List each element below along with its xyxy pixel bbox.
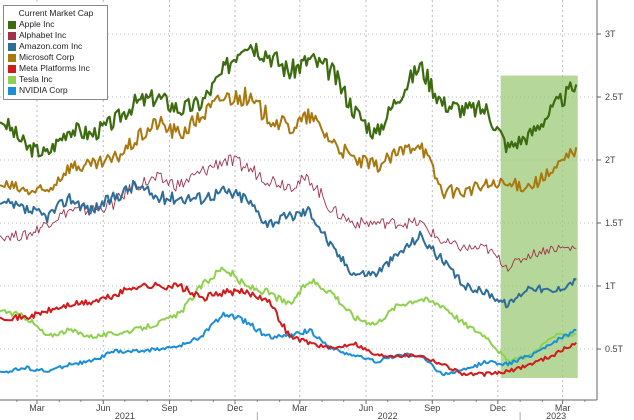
legend-swatch (8, 75, 16, 84)
year-label: 2022 (378, 411, 398, 420)
legend-swatch (8, 53, 16, 62)
y-tick-label: 2T (605, 155, 616, 165)
series-lines (0, 42, 578, 377)
legend-label: Microsoft Corp (19, 52, 75, 62)
legend-item: NVIDIA Corp (8, 85, 104, 96)
year-label: 2021 (115, 411, 135, 420)
legend-swatch (8, 64, 16, 73)
legend-item: Alphabet Inc (8, 30, 104, 41)
legend-label: Meta Platforms Inc (19, 63, 90, 73)
legend-item: Microsoft Corp (8, 52, 104, 63)
legend-label: NVIDIA Corp (19, 85, 68, 95)
series-line-meta-platforms-inc (0, 281, 577, 377)
series-line-apple-inc (0, 42, 578, 158)
x-tick-label: Mar (555, 403, 571, 413)
series-line-tesla-inc (0, 266, 577, 364)
series-line-nvidia-corp (0, 311, 577, 377)
legend-item: Apple Inc (8, 19, 104, 30)
legend-label: Apple Inc (19, 19, 55, 29)
legend-item: Tesla Inc (8, 74, 104, 85)
series-line-microsoft-corp (0, 86, 578, 200)
y-tick-label: 1T (605, 281, 616, 291)
x-tick-label: Sep (424, 403, 440, 413)
legend-label: Amazon.com Inc (19, 41, 83, 51)
legend-label: Tesla Inc (19, 74, 53, 84)
x-tick-label: Mar (29, 403, 45, 413)
legend-swatch (8, 42, 16, 51)
highlight-region (500, 75, 578, 378)
y-tick-label: 0.5T (605, 344, 624, 354)
y-tick-label: 1.5T (605, 218, 624, 228)
highlight-rect (500, 75, 578, 378)
legend-swatch (8, 31, 16, 40)
series-line-amazon-com-inc (0, 180, 577, 309)
legend-swatch (8, 86, 16, 95)
x-tick-label: Sep (161, 403, 177, 413)
legend-title: Current Market Cap (18, 8, 94, 18)
year-label: 2023 (546, 411, 566, 420)
y-tick-label: 2.5T (605, 92, 624, 102)
x-tick-label: Mar (292, 403, 308, 413)
legend-item: Meta Platforms Inc (8, 63, 104, 74)
x-tick-label: Dec (490, 403, 507, 413)
legend-item: Amazon.com Inc (8, 41, 104, 52)
legend-label: Alphabet Inc (19, 30, 67, 40)
x-tick-label: Dec (227, 403, 244, 413)
legend: Current Market Cap Apple Inc Alphabet Inc… (3, 5, 108, 100)
x-tick-label: Jun (359, 403, 374, 413)
y-tick-label: 3T (605, 29, 616, 39)
series-line-alphabet-inc (0, 154, 577, 272)
legend-items: Apple Inc Alphabet Inc Amazon.com Inc Micro… (8, 19, 104, 96)
x-tick-label: Jun (96, 403, 111, 413)
legend-swatch (8, 20, 16, 29)
